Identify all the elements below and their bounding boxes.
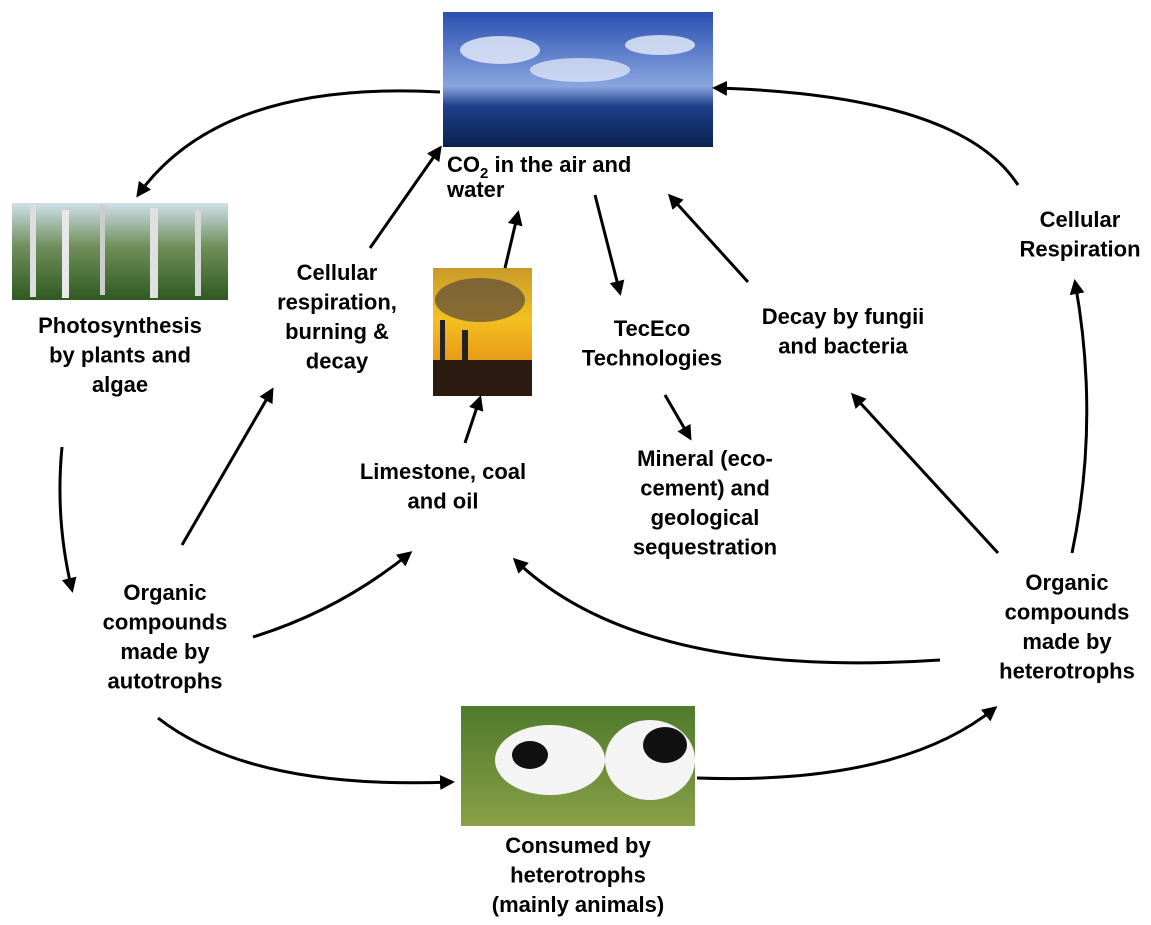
autotrophs-label: compounds [103,610,228,635]
tececo-label: Technologies [582,346,722,371]
autotrophs-label: autotrophs [108,669,223,694]
sequestration-label: Mineral (eco- [637,446,773,471]
decay-label: and bacteria [778,334,908,359]
fossil-label: Limestone, coal [360,459,526,484]
autotrophs-label: made by [120,639,210,664]
sequestration-label: cement) and [640,476,770,501]
heterotrophs-label: heterotrophs [999,659,1135,684]
consumed-label: Consumed by [505,833,651,858]
consumed-label: heterotrophs [510,863,646,888]
cows-photo [461,706,695,826]
photosynthesis-label: by plants and [49,343,191,368]
photosynthesis-label: algae [92,372,148,397]
arrows [58,80,1089,790]
co2-label: water [446,177,505,202]
sequestration-label: sequestration [633,535,777,560]
respiration-burning-label: Cellular [297,260,378,285]
autotrophs-label: Organic [123,580,206,605]
respiration-burning-label: burning & [285,319,389,344]
fossil-label: and oil [408,489,479,514]
sky-ocean-photo [443,12,713,147]
tececo-label: TecEco [614,316,691,341]
factory-photo [433,268,532,396]
co2-label: CO2 in the air and [447,152,631,182]
heterotrophs-label: Organic [1025,570,1108,595]
cellular-respiration-label: Respiration [1019,237,1140,262]
respiration-burning-label: respiration, [277,290,397,315]
decay-label: Decay by fungii [762,304,925,329]
consumed-label: (mainly animals) [492,892,664,917]
heterotrophs-label: compounds [1005,600,1130,625]
cellular-respiration-label: Cellular [1040,207,1121,232]
photosynthesis-label: Photosynthesis [38,313,202,338]
heterotrophs-label: made by [1022,629,1112,654]
respiration-burning-label: decay [306,349,369,374]
forest-photo [12,203,228,300]
sequestration-label: geological [651,505,760,530]
